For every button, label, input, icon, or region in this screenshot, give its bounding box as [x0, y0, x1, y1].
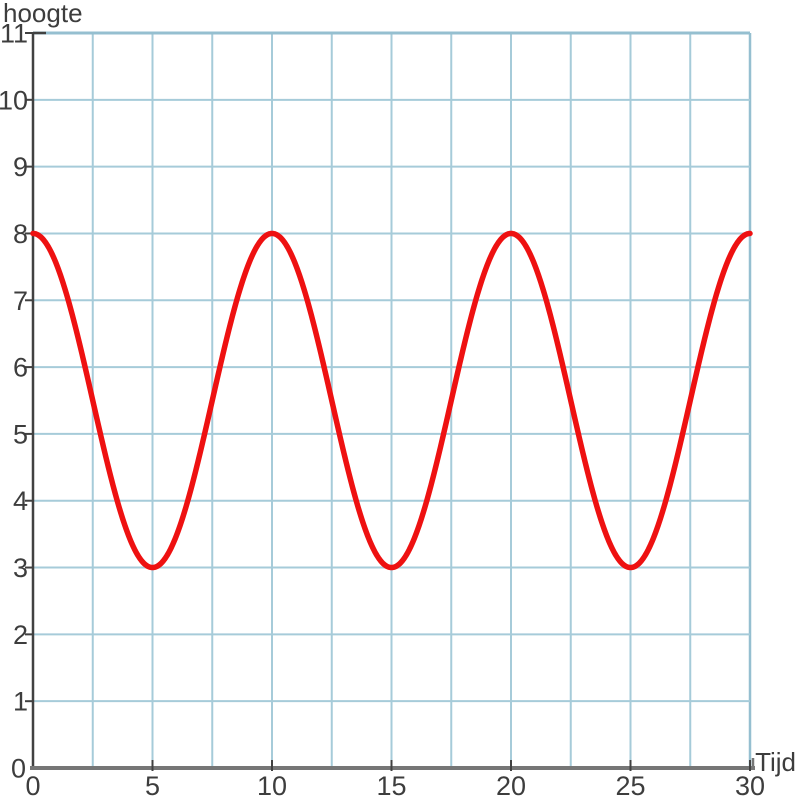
y-tick-label: 1 [13, 687, 28, 717]
x-tick-label: 20 [496, 771, 526, 800]
y-tick-label: 10 [0, 85, 28, 115]
y-tick-label: 4 [13, 486, 28, 516]
axis-ticks [25, 32, 751, 771]
y-tick-label: 6 [13, 353, 28, 383]
y-tick-label: 5 [13, 419, 28, 449]
y-tick-label: 11 [0, 19, 28, 49]
y-tick-label: 3 [13, 553, 28, 583]
curve-group [30, 230, 753, 571]
grid-lines [33, 31, 752, 768]
y-tick-label: 8 [13, 219, 28, 249]
x-tick-label: 15 [376, 771, 406, 800]
x-tick-label: 30 [735, 771, 765, 800]
cosine-curve [30, 230, 753, 571]
y-axis-title: hoogte [3, 0, 83, 28]
y-tick-label: 9 [13, 152, 28, 182]
x-tick-label: 25 [615, 771, 645, 800]
y-tick-label: 0 [11, 754, 26, 784]
x-tick-label: 10 [257, 771, 287, 800]
x-tick-label: 5 [145, 771, 160, 800]
x-axis-title: Tijd [755, 747, 796, 777]
y-tick-labels: 0 1 2 3 4 5 6 7 8 9 10 11 [0, 19, 28, 784]
y-tick-label: 2 [13, 620, 28, 650]
x-tick-label: 0 [25, 771, 40, 800]
y-tick-label: 7 [13, 286, 28, 316]
x-tick-labels: 0 5 10 15 20 25 30 [25, 771, 765, 800]
